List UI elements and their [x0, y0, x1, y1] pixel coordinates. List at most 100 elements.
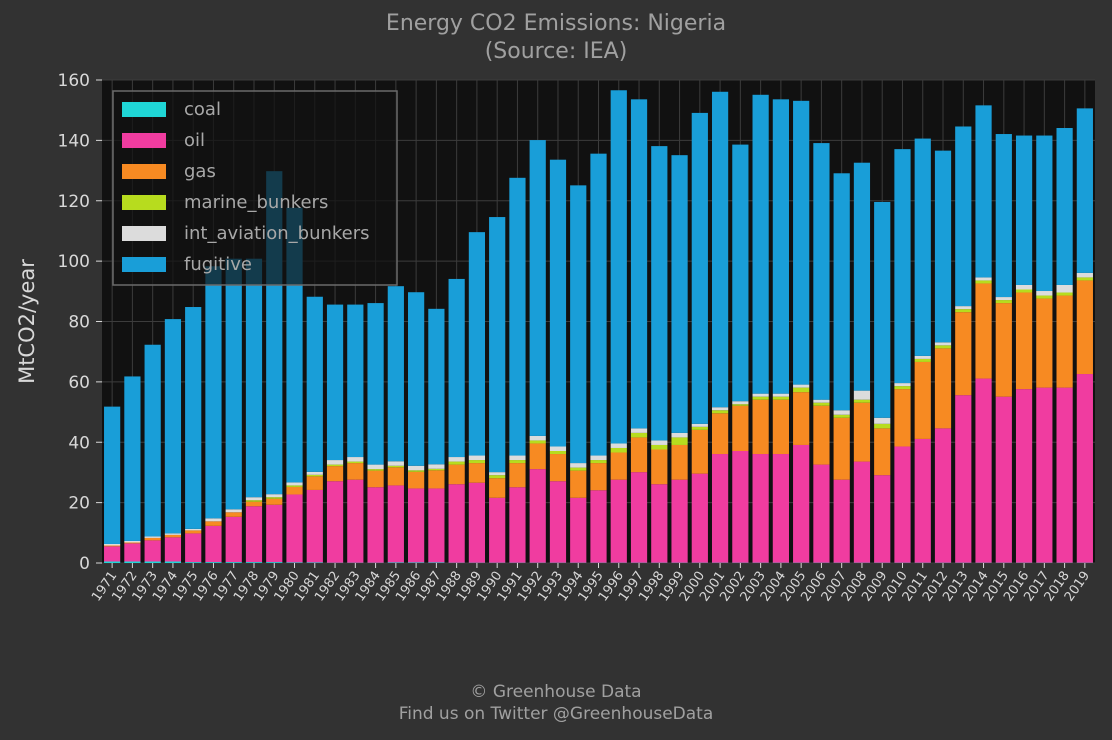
chart-title-line2: (Source: IEA): [484, 39, 628, 64]
bar-fugitive-1996: [610, 90, 627, 444]
bar-oil-1985: [387, 485, 404, 563]
bar-int_aviation_bunkers-1998: [651, 440, 668, 445]
bar-oil-2015: [995, 396, 1012, 563]
bar-fugitive-2003: [752, 94, 769, 394]
bar-gas-1990: [489, 478, 506, 498]
bar-int_aviation_bunkers-1971: [104, 543, 121, 546]
bar-gas-2001: [711, 413, 729, 455]
bar-marine_bunkers-1979: [266, 497, 283, 499]
bar-gas-1996: [610, 452, 627, 480]
bar-fugitive-2017: [1036, 135, 1053, 292]
bar-int_aviation_bunkers-1995: [590, 455, 607, 461]
bar-gas-1978: [245, 501, 263, 507]
bar-fugitive-2011: [914, 138, 931, 356]
bar-gas-1977: [225, 512, 242, 517]
bar-marine_bunkers-2012: [934, 345, 952, 349]
bar-coal-1976: [205, 562, 222, 563]
bar-int_aviation_bunkers-2001: [711, 407, 729, 411]
bar-gas-1983: [347, 463, 364, 480]
bar-marine_bunkers-1980: [286, 485, 303, 487]
bar-fugitive-1999: [671, 155, 688, 433]
bar-fugitive-1997: [630, 99, 648, 429]
bar-oil-2007: [833, 479, 850, 563]
y-tick-label-160: 160: [58, 71, 90, 91]
bar-marine_bunkers-2001: [711, 410, 729, 414]
bar-fugitive-1992: [529, 140, 546, 436]
bar-marine_bunkers-1990: [489, 475, 506, 479]
legend-label-gas: gas: [184, 161, 216, 182]
bar-oil-2009: [874, 475, 891, 563]
bar-coal-1975: [185, 562, 202, 563]
bar-oil-1972: [124, 543, 141, 562]
bar-marine_bunkers-2015: [995, 300, 1012, 304]
bar-marine_bunkers-1981: [306, 474, 323, 477]
bar-fugitive-1990: [489, 217, 506, 473]
legend-swatch-marine_bunkers: [122, 195, 166, 210]
bar-oil-2019: [1076, 374, 1093, 563]
bar-fugitive-1974: [164, 319, 182, 534]
bar-fugitive-2016: [1015, 135, 1033, 285]
bar-fugitive-2007: [833, 173, 850, 411]
bar-marine_bunkers-2005: [793, 387, 810, 393]
bar-marine_bunkers-1995: [590, 460, 607, 464]
bar-oil-1994: [570, 497, 587, 563]
bar-oil-1990: [489, 497, 506, 563]
bar-marine_bunkers-2003: [752, 396, 769, 400]
bar-int_aviation_bunkers-2014: [975, 277, 992, 281]
bar-marine_bunkers-1997: [630, 432, 648, 438]
bar-gas-1971: [104, 545, 121, 547]
bar-gas-1975: [185, 530, 202, 534]
bar-int_aviation_bunkers-1983: [347, 457, 364, 462]
bar-gas-1993: [549, 454, 567, 482]
bar-int_aviation_bunkers-1974: [164, 533, 182, 535]
bar-oil-2006: [813, 464, 830, 563]
y-tick-label-60: 60: [68, 373, 90, 393]
bar-coal-1978: [245, 562, 263, 563]
bar-gas-2005: [793, 392, 810, 445]
bar-gas-2009: [874, 428, 891, 476]
bar-gas-2002: [732, 405, 749, 452]
bar-oil-2002: [732, 451, 749, 563]
bar-oil-1993: [549, 481, 567, 563]
bar-marine_bunkers-1984: [367, 469, 384, 471]
bar-marine_bunkers-1985: [387, 465, 404, 468]
bar-fugitive-1989: [468, 232, 486, 456]
legend: coal oil gas marine_bunkers int_aviation_bun…: [112, 90, 398, 286]
bar-oil-1989: [468, 482, 486, 563]
y-tick-label-120: 120: [58, 192, 90, 212]
bar-int_aviation_bunkers-2018: [1056, 284, 1073, 293]
bar-fugitive-1982: [326, 304, 344, 461]
bar-marine_bunkers-1987: [428, 468, 445, 471]
bar-int_aviation_bunkers-2000: [691, 423, 708, 427]
bar-coal-1971: [104, 561, 121, 563]
bar-fugitive-2015: [995, 134, 1012, 298]
bar-oil-1980: [286, 494, 303, 563]
bar-gas-2018: [1056, 295, 1073, 388]
y-tick-label-40: 40: [68, 433, 90, 453]
bar-gas-1972: [124, 542, 141, 544]
bar-int_aviation_bunkers-1989: [468, 455, 486, 461]
bar-int_aviation_bunkers-1978: [245, 497, 263, 501]
bar-gas-1985: [387, 467, 404, 486]
bar-int_aviation_bunkers-1984: [367, 464, 384, 470]
legend-label-int_aviation_bunkers: int_aviation_bunkers: [184, 223, 370, 244]
bar-int_aviation_bunkers-1981: [306, 471, 323, 475]
bar-fugitive-1991: [509, 177, 526, 456]
bar-gas-1982: [326, 466, 344, 482]
bar-gas-1988: [448, 464, 465, 485]
bar-int_aviation_bunkers-1994: [570, 463, 587, 468]
bar-oil-1971: [104, 546, 121, 562]
bar-int_aviation_bunkers-2015: [995, 297, 1012, 301]
bar-coal-1977: [225, 562, 242, 563]
bar-int_aviation_bunkers-2011: [914, 355, 931, 359]
bar-fugitive-1976: [205, 266, 222, 519]
bar-marine_bunkers-1983: [347, 461, 364, 464]
bar-gas-1981: [306, 476, 323, 490]
bar-fugitive-2002: [732, 144, 749, 402]
bar-gas-2006: [813, 405, 830, 465]
bar-coal-1973: [144, 561, 161, 563]
bar-oil-2008: [853, 461, 871, 563]
bar-int_aviation_bunkers-1972: [124, 540, 141, 543]
bar-int_aviation_bunkers-1975: [185, 528, 202, 531]
bar-gas-2012: [934, 348, 952, 429]
